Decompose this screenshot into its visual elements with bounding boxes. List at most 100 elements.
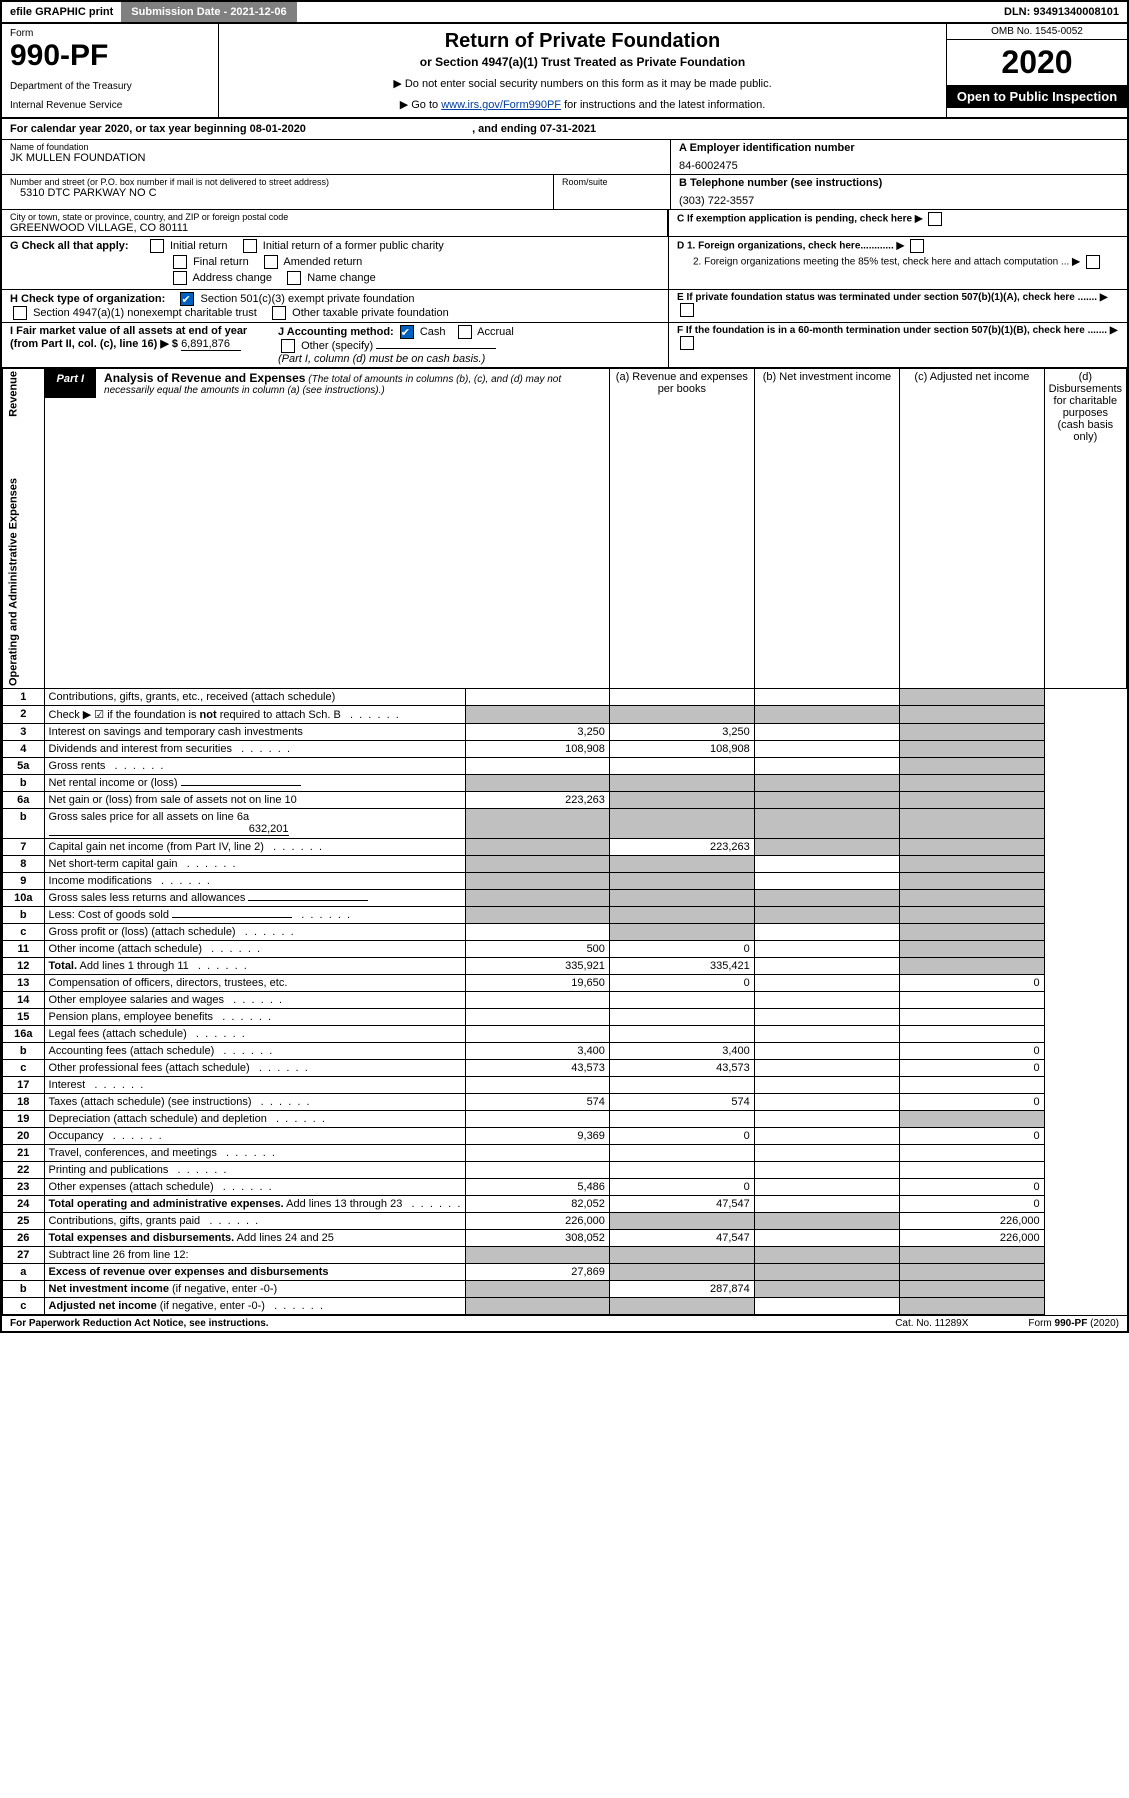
form-label: Form (10, 28, 210, 39)
row-21: 21Travel, conferences, and meetings . . … (3, 1145, 1127, 1162)
row-20: 20Occupancy . . . . . .9,36900 (3, 1128, 1127, 1145)
row-12: 12Total. Add lines 1 through 11 . . . . … (3, 958, 1127, 975)
row-23: 23Other expenses (attach schedule) . . .… (3, 1179, 1127, 1196)
j-accrual[interactable] (458, 325, 472, 339)
topbar: efile GRAPHIC print Submission Date - 20… (2, 2, 1127, 24)
side-revenue: Operating and Administrative Expenses Re… (3, 369, 45, 689)
d2-checkbox[interactable] (1086, 255, 1100, 269)
col-d: (d) Disbursements for charitable purpose… (1044, 369, 1126, 689)
dln: DLN: 93491340008101 (996, 2, 1127, 22)
dept-irs: Internal Revenue Service (10, 100, 210, 111)
calendar-year-row: For calendar year 2020, or tax year begi… (2, 119, 1127, 140)
d1-label: D 1. Foreign organizations, check here..… (677, 241, 894, 252)
h-501c3[interactable]: ✔ (180, 292, 194, 306)
g-initial[interactable] (150, 239, 164, 253)
addr-label: Number and street (or P.O. box number if… (10, 177, 545, 187)
row-1: 1Contributions, gifts, grants, etc., rec… (3, 689, 1127, 706)
f-checkbox[interactable] (680, 336, 694, 350)
row-7: 7Capital gain net income (from Part IV, … (3, 839, 1127, 856)
row-c: cAdjusted net income (if negative, enter… (3, 1298, 1127, 1315)
row-27: 27Subtract line 26 from line 12: (3, 1247, 1127, 1264)
h-other[interactable] (272, 306, 286, 320)
omb-number: OMB No. 1545-0052 (947, 24, 1127, 40)
row-22: 22Printing and publications . . . . . . (3, 1162, 1127, 1179)
row-6a: 6aNet gain or (loss) from sale of assets… (3, 792, 1127, 809)
row-13: 13Compensation of officers, directors, t… (3, 975, 1127, 992)
row-2: 2Check ▶ ☑ if the foundation is not requ… (3, 706, 1127, 724)
city-value: GREENWOOD VILLAGE, CO 80111 (10, 222, 659, 234)
g-amended[interactable] (264, 255, 278, 269)
row-b: bAccounting fees (attach schedule) . . .… (3, 1043, 1127, 1060)
row-17: 17Interest . . . . . . (3, 1077, 1127, 1094)
cal-end: 07-31-2021 (540, 123, 596, 135)
row-19: 19Depreciation (attach schedule) and dep… (3, 1111, 1127, 1128)
row-16a: 16aLegal fees (attach schedule) . . . . … (3, 1026, 1127, 1043)
e-checkbox[interactable] (680, 303, 694, 317)
phone-label: B Telephone number (see instructions) (679, 177, 1119, 189)
row-5a: 5aGross rents . . . . . . (3, 758, 1127, 775)
col-b: (b) Net investment income (754, 369, 899, 689)
part1-title: Analysis of Revenue and Expenses (The to… (96, 369, 609, 398)
row-a: aExcess of revenue over expenses and dis… (3, 1264, 1127, 1281)
footer: For Paperwork Reduction Act Notice, see … (2, 1315, 1127, 1331)
j-cash[interactable]: ✔ (400, 325, 414, 339)
foundation-name: JK MULLEN FOUNDATION (10, 152, 662, 164)
g-label: G Check all that apply: (10, 240, 129, 252)
part1-tag: Part I (45, 369, 97, 398)
addr-value: 5310 DTC PARKWAY NO C (20, 187, 545, 199)
cal-begin: 08-01-2020 (250, 123, 306, 135)
part1-table: Operating and Administrative Expenses Re… (2, 368, 1127, 1315)
row-b: bNet rental income or (loss) (3, 775, 1127, 792)
efile-label: efile GRAPHIC print (2, 2, 121, 22)
form-title: Return of Private Foundation (229, 30, 936, 53)
row-14: 14Other employee salaries and wages . . … (3, 992, 1127, 1009)
h-label: H Check type of organization: (10, 293, 165, 305)
g-address[interactable] (173, 271, 187, 285)
row-b: bLess: Cost of goods sold . . . . . . (3, 907, 1127, 924)
row-c: cOther professional fees (attach schedul… (3, 1060, 1127, 1077)
g-name[interactable] (287, 271, 301, 285)
irs-link[interactable]: www.irs.gov/Form990PF (441, 99, 561, 111)
row-3: 3Interest on savings and temporary cash … (3, 724, 1127, 741)
cal-t1: For calendar year 2020, or tax year begi… (10, 123, 250, 135)
instr-1: ▶ Do not enter social security numbers o… (229, 77, 936, 90)
form-number: 990-PF (10, 39, 210, 73)
room-label: Room/suite (562, 177, 662, 187)
g-section: G Check all that apply: Initial return I… (10, 239, 660, 253)
phone-value: (303) 722-3557 (679, 195, 1119, 207)
footer-right: Form 990-PF (2020) (1028, 1318, 1119, 1329)
row-18: 18Taxes (attach schedule) (see instructi… (3, 1094, 1127, 1111)
g-final[interactable] (173, 255, 187, 269)
submission-date: Submission Date - 2021-12-06 (121, 2, 296, 22)
cal-t2: , and ending (472, 123, 540, 135)
col-c: (c) Adjusted net income (900, 369, 1044, 689)
instr-2: ▶ Go to www.irs.gov/Form990PF for instru… (229, 98, 936, 111)
i-value: 6,891,876 (181, 338, 241, 351)
d1-checkbox[interactable] (910, 239, 924, 253)
j-note: (Part I, column (d) must be on cash basi… (278, 353, 485, 365)
name-label: Name of foundation (10, 142, 662, 152)
row-15: 15Pension plans, employee benefits . . .… (3, 1009, 1127, 1026)
row-25: 25Contributions, gifts, grants paid . . … (3, 1213, 1127, 1230)
g-initial-former[interactable] (243, 239, 257, 253)
dept-treasury: Department of the Treasury (10, 81, 210, 92)
c-checkbox[interactable] (928, 212, 942, 226)
row-b: bGross sales price for all assets on lin… (3, 809, 1127, 839)
row-4: 4Dividends and interest from securities … (3, 741, 1127, 758)
d2-label: 2. Foreign organizations meeting the 85%… (693, 257, 1069, 268)
row-b: bNet investment income (if negative, ent… (3, 1281, 1127, 1298)
row-9: 9Income modifications . . . . . . (3, 873, 1127, 890)
ein-label: A Employer identification number (679, 142, 1119, 154)
row-26: 26Total expenses and disbursements. Add … (3, 1230, 1127, 1247)
footer-mid: Cat. No. 11289X (895, 1318, 968, 1329)
h-4947[interactable] (13, 306, 27, 320)
j-other[interactable] (281, 339, 295, 353)
footer-left: For Paperwork Reduction Act Notice, see … (10, 1318, 269, 1329)
row-c: cGross profit or (loss) (attach schedule… (3, 924, 1127, 941)
form-subtitle: or Section 4947(a)(1) Trust Treated as P… (229, 55, 936, 69)
ein-value: 84-6002475 (679, 160, 1119, 172)
tax-year: 2020 (947, 40, 1127, 85)
header: Form 990-PF Department of the Treasury I… (2, 24, 1127, 119)
f-label: F If the foundation is in a 60-month ter… (677, 325, 1107, 336)
row-10a: 10aGross sales less returns and allowanc… (3, 890, 1127, 907)
